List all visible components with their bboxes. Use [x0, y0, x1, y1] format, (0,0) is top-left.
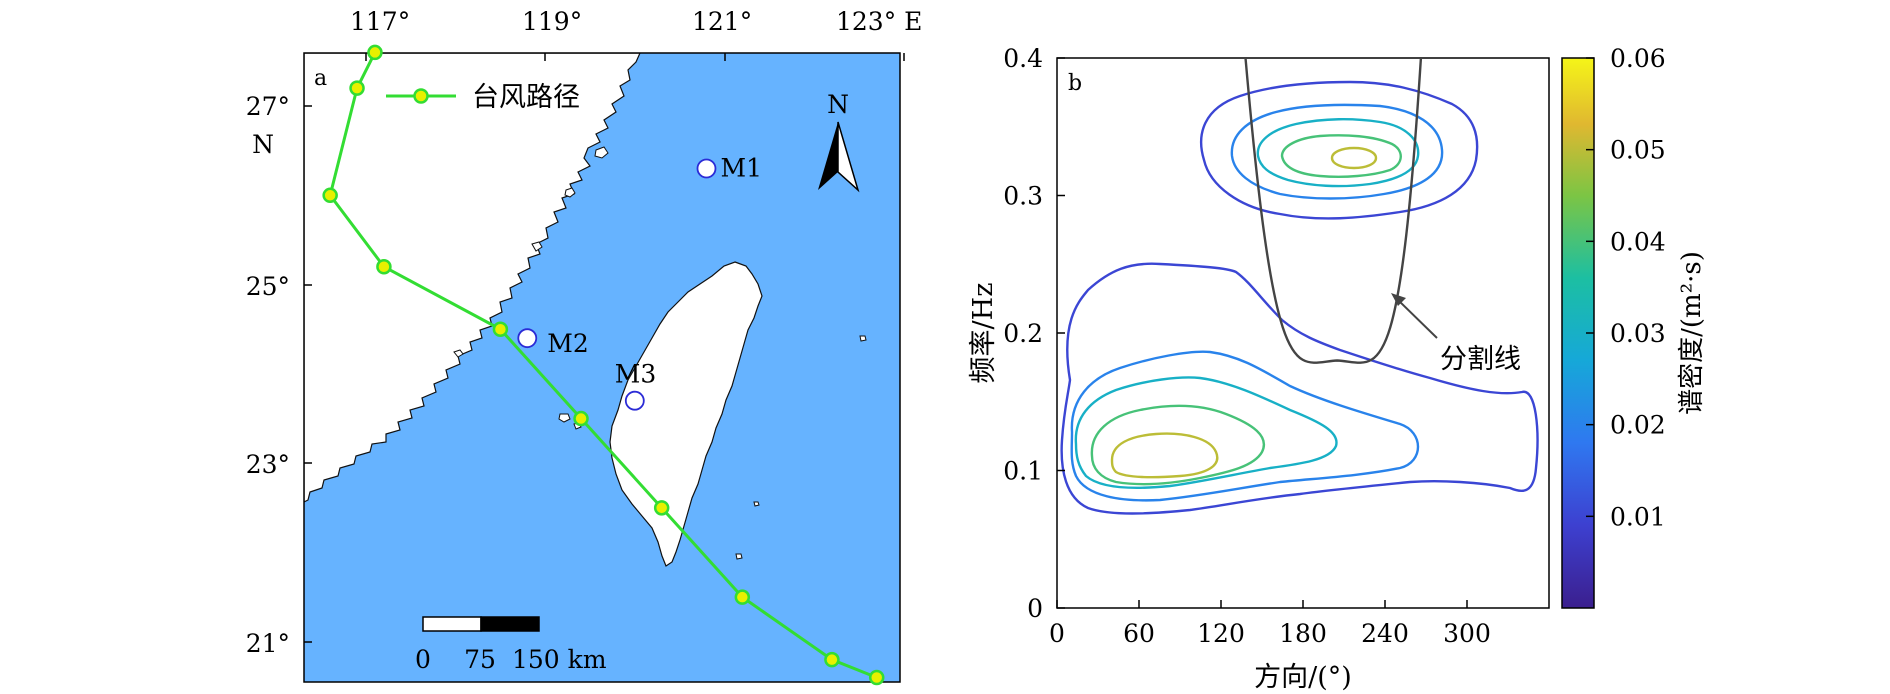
- small-islands: [453, 146, 867, 560]
- contour-line: [1256, 118, 1420, 188]
- track-point: [653, 500, 670, 516]
- lon-tick-label: 119°: [522, 7, 582, 36]
- typhoon-track: [322, 44, 885, 686]
- spectrum-axes: 0 60 120 180 240 300 0 0.1 0.2 0.3 0.4: [1003, 44, 1491, 648]
- contour-line: [1110, 432, 1219, 479]
- legend-label: 台风路径: [472, 82, 580, 113]
- arrow-head-icon: [1391, 293, 1406, 306]
- colorbar-tick-label: 0.04: [1610, 227, 1666, 256]
- contour-line: [1090, 404, 1265, 486]
- colorbar-tick-label: 0.05: [1610, 136, 1666, 165]
- track-point: [492, 321, 509, 337]
- scale-bar: [422, 616, 540, 632]
- track-point: [322, 187, 338, 204]
- colorbar-tick-label: 0.06: [1610, 44, 1666, 73]
- x-tick-label: 240: [1361, 619, 1409, 648]
- track-point: [824, 651, 840, 668]
- x-tick-label: 120: [1197, 619, 1245, 648]
- mainland-coast: [304, 53, 641, 503]
- contour-line: [1280, 134, 1402, 178]
- colorbar-ticks: 0.01 0.02 0.03 0.04 0.05 0.06: [1586, 44, 1666, 531]
- divider-line: [1244, 58, 1423, 364]
- x-tick-label: 0: [1049, 619, 1065, 648]
- contour-line: [1200, 80, 1479, 220]
- station-marker: [517, 328, 538, 349]
- colorbar-tick-label: 0.02: [1610, 411, 1666, 440]
- track-point: [367, 44, 383, 61]
- panel-label-a: a: [314, 66, 327, 91]
- map-frame: [303, 52, 901, 683]
- contour-line: [1230, 103, 1444, 200]
- y-tick-label: 0.3: [1003, 182, 1043, 211]
- lat-unit-label: N: [252, 130, 274, 159]
- spectrum-panel: 0 60 120 180 240 300 0 0.1 0.2 0.3 0.4 b 分割线 方向/(°…: [968, 44, 1707, 693]
- panel-label-b: b: [1068, 71, 1082, 96]
- divider-label: 分割线: [1440, 344, 1521, 375]
- lat-tick-label: 21°: [246, 629, 290, 658]
- stations: M1 M2 M3: [517, 154, 762, 411]
- station-label: M1: [720, 154, 762, 183]
- x-tick-label: 300: [1443, 619, 1491, 648]
- divider-arrow: [1395, 297, 1438, 339]
- colorbar-title: 谱密度/(m²·s): [1677, 251, 1707, 415]
- scale-label: 0: [415, 645, 431, 674]
- north-label: N: [827, 90, 849, 119]
- track-point: [376, 258, 392, 275]
- x-tick-label: 180: [1279, 619, 1327, 648]
- lat-tick-label: 27°: [246, 92, 290, 121]
- scale-label: 150 km: [512, 645, 607, 674]
- map-panel: 117° 119° 121° 123° E 27° N 25° 23° 21° …: [246, 7, 922, 686]
- taiwan-island: [609, 261, 763, 567]
- scale-label: 75: [464, 645, 496, 674]
- lon-tick-marks: [365, 53, 905, 61]
- y-tick-label: 0: [1027, 594, 1043, 623]
- track-point: [573, 410, 589, 427]
- colorbar-tick-label: 0.03: [1610, 319, 1666, 348]
- station-label: M2: [547, 329, 589, 358]
- track-point: [868, 669, 885, 686]
- colorbar-tick-label: 0.01: [1610, 502, 1666, 531]
- divider-curve: [1244, 58, 1423, 364]
- contour-line: [1074, 376, 1338, 490]
- legend-track-marker: [413, 88, 429, 104]
- station-label: M3: [615, 360, 657, 389]
- contour-line: [1070, 350, 1419, 502]
- lat-tick-label: 23°: [246, 450, 290, 479]
- y-tick-label: 0.1: [1003, 457, 1043, 486]
- track-point: [734, 589, 751, 605]
- contour-lines: [1060, 80, 1539, 515]
- track-line: [328, 51, 878, 679]
- lon-tick-label: 121°: [692, 7, 752, 36]
- lon-tick-label: 123° E: [836, 7, 922, 36]
- lat-tick-label: 25°: [246, 272, 290, 301]
- y-tick-label: 0.4: [1003, 44, 1043, 73]
- contour-line: [1060, 262, 1539, 515]
- x-axis-title: 方向/(°): [1254, 662, 1352, 693]
- y-tick-label: 0.2: [1003, 319, 1043, 348]
- x-tick-label: 60: [1123, 619, 1155, 648]
- station-marker: [696, 158, 717, 179]
- lat-tick-marks: [304, 105, 312, 643]
- lon-tick-label: 117°: [350, 7, 410, 36]
- track-point: [349, 80, 365, 96]
- north-arrow-icon: [818, 121, 860, 193]
- y-axis-title: 频率/Hz: [968, 283, 999, 384]
- contour-line: [1330, 146, 1378, 170]
- station-marker: [624, 390, 645, 411]
